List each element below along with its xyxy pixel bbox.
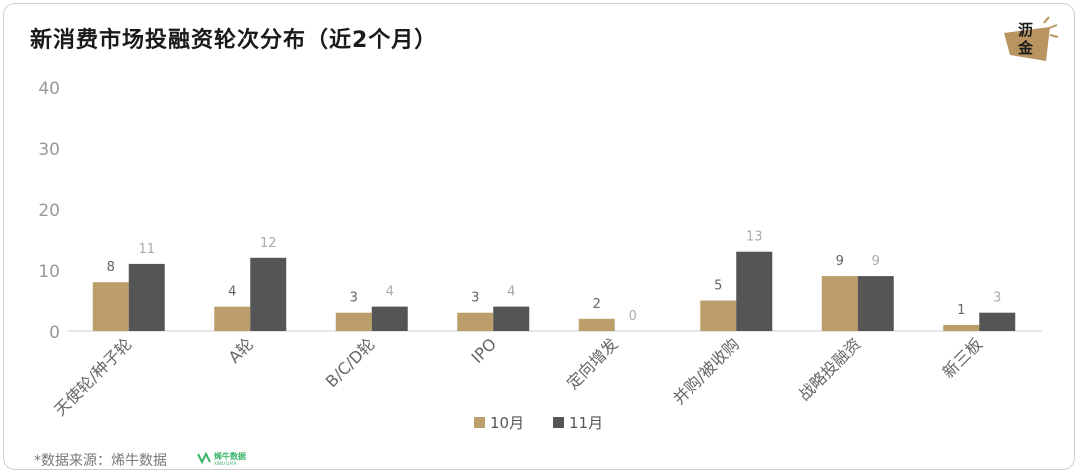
bar-value-label: 4 — [507, 285, 515, 300]
legend-swatch — [553, 417, 564, 428]
bar-oct — [335, 312, 372, 331]
logo-char-1: 沥 — [1018, 21, 1033, 39]
bar-nov — [736, 251, 773, 331]
bar-nov — [493, 306, 530, 331]
x-tick-label: 并购/被收购 — [669, 334, 743, 408]
legend-swatch — [474, 417, 485, 428]
brand-subtext: XINIU DATA — [214, 461, 237, 466]
bar-value-label: 11 — [138, 242, 155, 257]
bar-nov — [371, 306, 408, 331]
bar-nov — [128, 263, 165, 331]
bar-value-label: 1 — [957, 303, 965, 318]
x-tick-label: IPO — [468, 334, 501, 367]
xiniu-data-logo: 烯牛数据 XINIU DATA — [197, 451, 246, 466]
bar-oct — [943, 324, 980, 331]
bar-nov — [857, 276, 894, 331]
y-tick-label: 30 — [38, 140, 60, 160]
x-tick-label: B/C/D轮 — [322, 334, 379, 391]
bar-oct — [92, 282, 129, 331]
bar-value-label: 3 — [471, 291, 479, 306]
bar-oct — [457, 312, 494, 331]
bar-value-label: 12 — [260, 236, 277, 251]
x-tick-label: 天使轮/种子轮 — [50, 334, 135, 419]
legend-label: 10月 — [490, 414, 524, 432]
x-tick-label: 战略投融资 — [795, 334, 865, 404]
y-tick-label: 10 — [38, 262, 60, 282]
y-tick-label: 20 — [38, 201, 60, 221]
y-tick-label: 40 — [38, 79, 60, 99]
chart-title: 新消费市场投融资轮次分布（近2个月） — [30, 28, 438, 53]
bar-value-label: 13 — [746, 230, 763, 245]
logo-char-2: 金 — [1017, 39, 1034, 57]
bar-value-label: 0 — [629, 309, 637, 324]
data-source-note: *数据来源：烯牛数据 — [34, 453, 167, 469]
bar-value-label: 2 — [593, 297, 601, 312]
x-tick-label: 新三板 — [939, 334, 986, 381]
bar-value-label: 4 — [228, 285, 236, 300]
chart-card — [3, 3, 1075, 470]
bar-value-label: 4 — [386, 285, 394, 300]
bar-oct — [214, 306, 251, 331]
bar-value-label: 5 — [714, 279, 722, 294]
bar-nov — [979, 312, 1016, 331]
lijin-logo: 沥 金 — [1004, 16, 1059, 61]
bar-nov — [250, 257, 287, 331]
bar-oct — [821, 276, 858, 331]
x-tick-label: 定向增发 — [563, 334, 622, 393]
bar-value-label: 9 — [836, 254, 844, 269]
bar-value-label: 3 — [350, 291, 358, 306]
legend-label: 11月 — [569, 414, 603, 432]
bar-value-label: 9 — [872, 254, 880, 269]
bar-oct — [700, 300, 737, 331]
bar-value-label: 8 — [107, 260, 115, 275]
x-tick-label: A轮 — [225, 334, 257, 366]
bar-value-label: 3 — [993, 291, 1001, 306]
brand-name: 烯牛数据 — [214, 451, 246, 461]
bar-oct — [578, 318, 615, 331]
y-tick-label: 0 — [49, 323, 60, 343]
